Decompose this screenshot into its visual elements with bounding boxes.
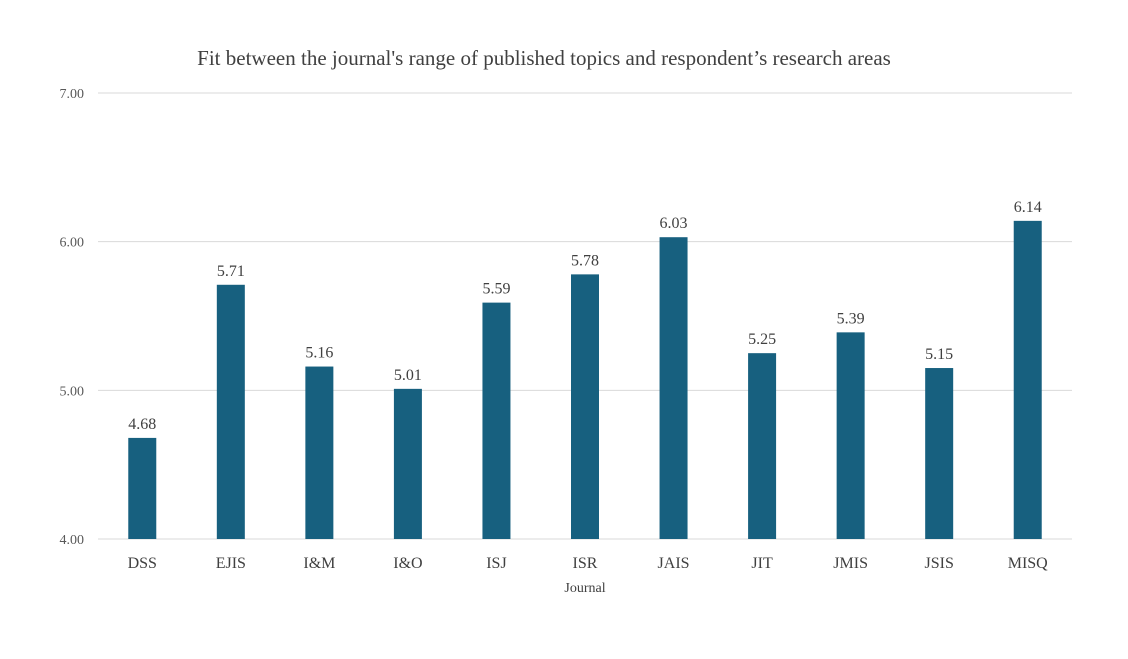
bar-misq xyxy=(1013,220,1042,539)
data-label: 6.14 xyxy=(1014,199,1042,216)
bar-dss xyxy=(128,437,157,539)
data-labels: 4.68 5.71 5.16 5.01 5.59 5.78 6.03 5.25 5.39 5.15… xyxy=(128,199,1041,433)
x-tick-label: ISJ xyxy=(486,555,506,572)
x-axis-title: Journal xyxy=(564,581,605,596)
bar-jmis xyxy=(836,332,865,539)
bar-jit xyxy=(748,353,777,539)
data-label: 5.01 xyxy=(394,367,422,384)
chart-title: Fit between the journal's range of publi… xyxy=(197,46,891,70)
y-axis-ticks: 4.00 5.00 6.00 7.00 xyxy=(60,87,85,548)
y-tick-label: 4.00 xyxy=(60,533,85,548)
x-tick-label: MISQ xyxy=(1008,555,1048,572)
y-tick-label: 7.00 xyxy=(60,87,85,102)
x-tick-label: JAIS xyxy=(658,555,690,572)
y-tick-label: 6.00 xyxy=(60,236,85,251)
bar-i-o xyxy=(393,388,422,539)
x-tick-label: EJIS xyxy=(216,555,246,572)
bar-isr xyxy=(571,274,599,539)
data-label: 6.03 xyxy=(660,215,688,232)
bars xyxy=(128,220,1042,539)
x-tick-label: JMIS xyxy=(833,555,868,572)
data-label: 5.16 xyxy=(305,345,333,362)
bar-i-m xyxy=(305,366,334,539)
data-label: 5.39 xyxy=(837,310,865,327)
x-tick-label: JIT xyxy=(751,555,773,572)
x-tick-label: I&O xyxy=(393,555,422,572)
data-label: 5.78 xyxy=(571,252,599,269)
x-axis-categories: DSS EJIS I&M I&O ISJ ISR JAIS JIT JMIS JSIS MISQ xyxy=(128,555,1049,572)
y-tick-label: 5.00 xyxy=(60,384,85,399)
x-tick-label: ISR xyxy=(573,555,598,572)
bar-isj xyxy=(482,302,511,539)
bar-ejis xyxy=(216,284,245,539)
data-label: 5.71 xyxy=(217,263,245,280)
x-tick-label: I&M xyxy=(303,555,335,572)
data-label: 5.59 xyxy=(482,281,510,298)
x-tick-label: DSS xyxy=(128,555,157,572)
bar-jais xyxy=(659,237,688,539)
data-label: 5.15 xyxy=(925,346,953,363)
data-label: 5.25 xyxy=(748,331,776,348)
bar-jsis xyxy=(925,368,954,539)
x-tick-label: JSIS xyxy=(925,555,954,572)
data-label: 4.68 xyxy=(128,416,156,433)
